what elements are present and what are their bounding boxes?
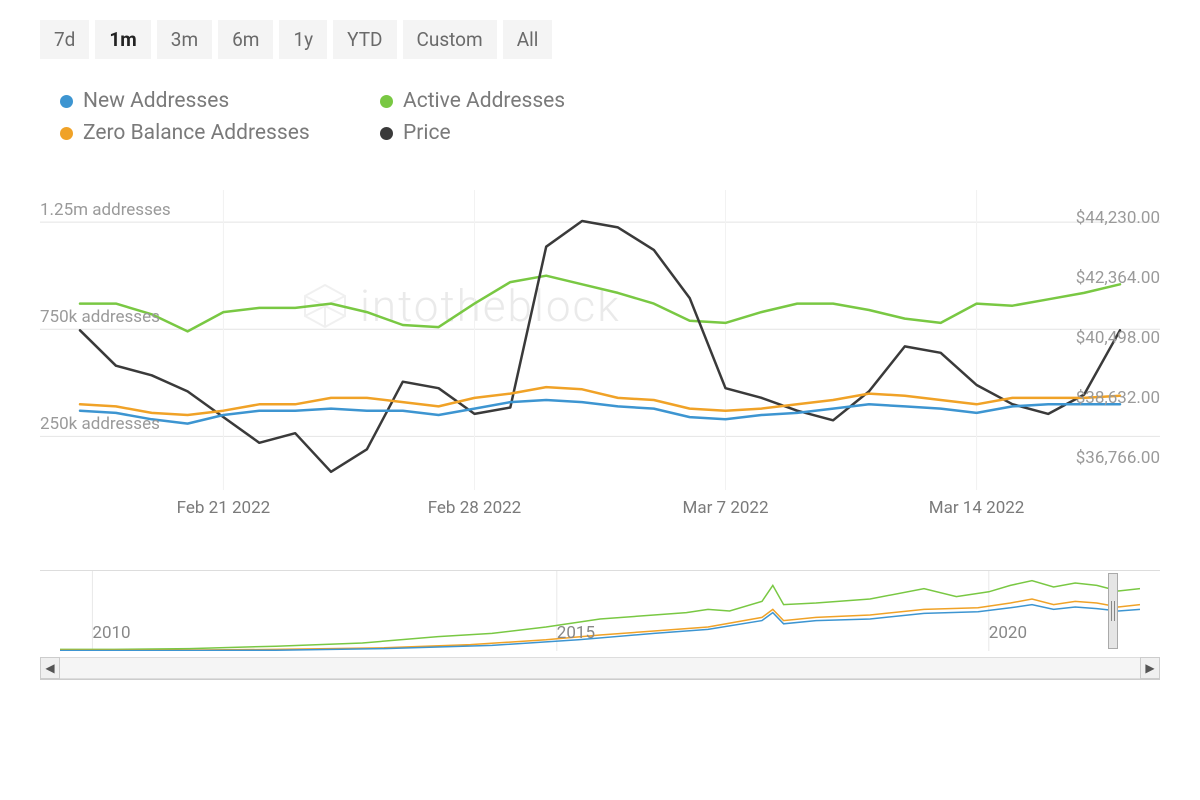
chart-legend: New Addresses Active Addresses Zero Balanc…: [60, 89, 1160, 145]
time-range-all-button[interactable]: All: [503, 20, 553, 59]
brush-handle[interactable]: [1108, 573, 1118, 649]
time-range-1y-button[interactable]: 1y: [279, 20, 327, 59]
y-axis-right-label: $42,364.00: [1076, 268, 1160, 288]
overview-brush[interactable]: 2010 2015 2020 ◀ ▶: [40, 570, 1160, 680]
time-range-1m-button[interactable]: 1m: [95, 20, 150, 59]
y-axis-left-label: 750k addresses: [40, 307, 160, 327]
y-axis-left-label: 250k addresses: [40, 414, 160, 434]
legend-item-price[interactable]: Price: [380, 121, 680, 145]
x-axis-label: Feb 28 2022: [428, 498, 522, 518]
y-axis-right-label: $38,632.00: [1076, 388, 1160, 408]
brush-scroll-right-button[interactable]: ▶: [1140, 657, 1160, 679]
series-line-price: [80, 221, 1120, 472]
brush-year-label: 2020: [989, 623, 1027, 643]
legend-item-active-addresses[interactable]: Active Addresses: [380, 89, 680, 113]
y-axis-right-label: $36,766.00: [1076, 448, 1160, 468]
y-axis-right-label: $40,498.00: [1076, 328, 1160, 348]
legend-dot-icon: [380, 95, 393, 108]
time-range-6m-button[interactable]: 6m: [218, 20, 273, 59]
legend-dot-icon: [380, 127, 393, 140]
chart-plot-area: [40, 180, 1160, 550]
brush-scroll-left-button[interactable]: ◀: [40, 657, 60, 679]
brush-scrollbar-track[interactable]: [60, 657, 1140, 679]
legend-label: Active Addresses: [403, 89, 565, 113]
legend-label: Zero Balance Addresses: [83, 121, 310, 145]
x-axis-label: Mar 14 2022: [929, 498, 1025, 518]
y-axis-right-label: $44,230.00: [1076, 208, 1160, 228]
brush-plot: 2010 2015 2020: [60, 571, 1140, 651]
time-range-7d-button[interactable]: 7d: [40, 20, 89, 59]
legend-label: Price: [403, 121, 451, 145]
time-range-custom-button[interactable]: Custom: [403, 20, 497, 59]
brush-year-label: 2010: [92, 623, 130, 643]
time-range-buttons: 7d1m3m6m1yYTDCustomAll: [40, 20, 1160, 59]
time-range-3m-button[interactable]: 3m: [157, 20, 212, 59]
legend-item-zero-balance-addresses[interactable]: Zero Balance Addresses: [60, 121, 360, 145]
legend-item-new-addresses[interactable]: New Addresses: [60, 89, 360, 113]
legend-dot-icon: [60, 95, 73, 108]
brush-year-label: 2015: [557, 623, 595, 643]
legend-label: New Addresses: [83, 89, 229, 113]
series-line-active_addresses: [80, 276, 1120, 332]
time-range-ytd-button[interactable]: YTD: [333, 20, 396, 59]
x-axis-label: Mar 7 2022: [682, 498, 768, 518]
legend-dot-icon: [60, 127, 73, 140]
main-chart: intotheblock 1.25m addresses750k address…: [40, 180, 1160, 550]
y-axis-left-label: 1.25m addresses: [40, 200, 171, 220]
x-axis-label: Feb 21 2022: [177, 498, 271, 518]
